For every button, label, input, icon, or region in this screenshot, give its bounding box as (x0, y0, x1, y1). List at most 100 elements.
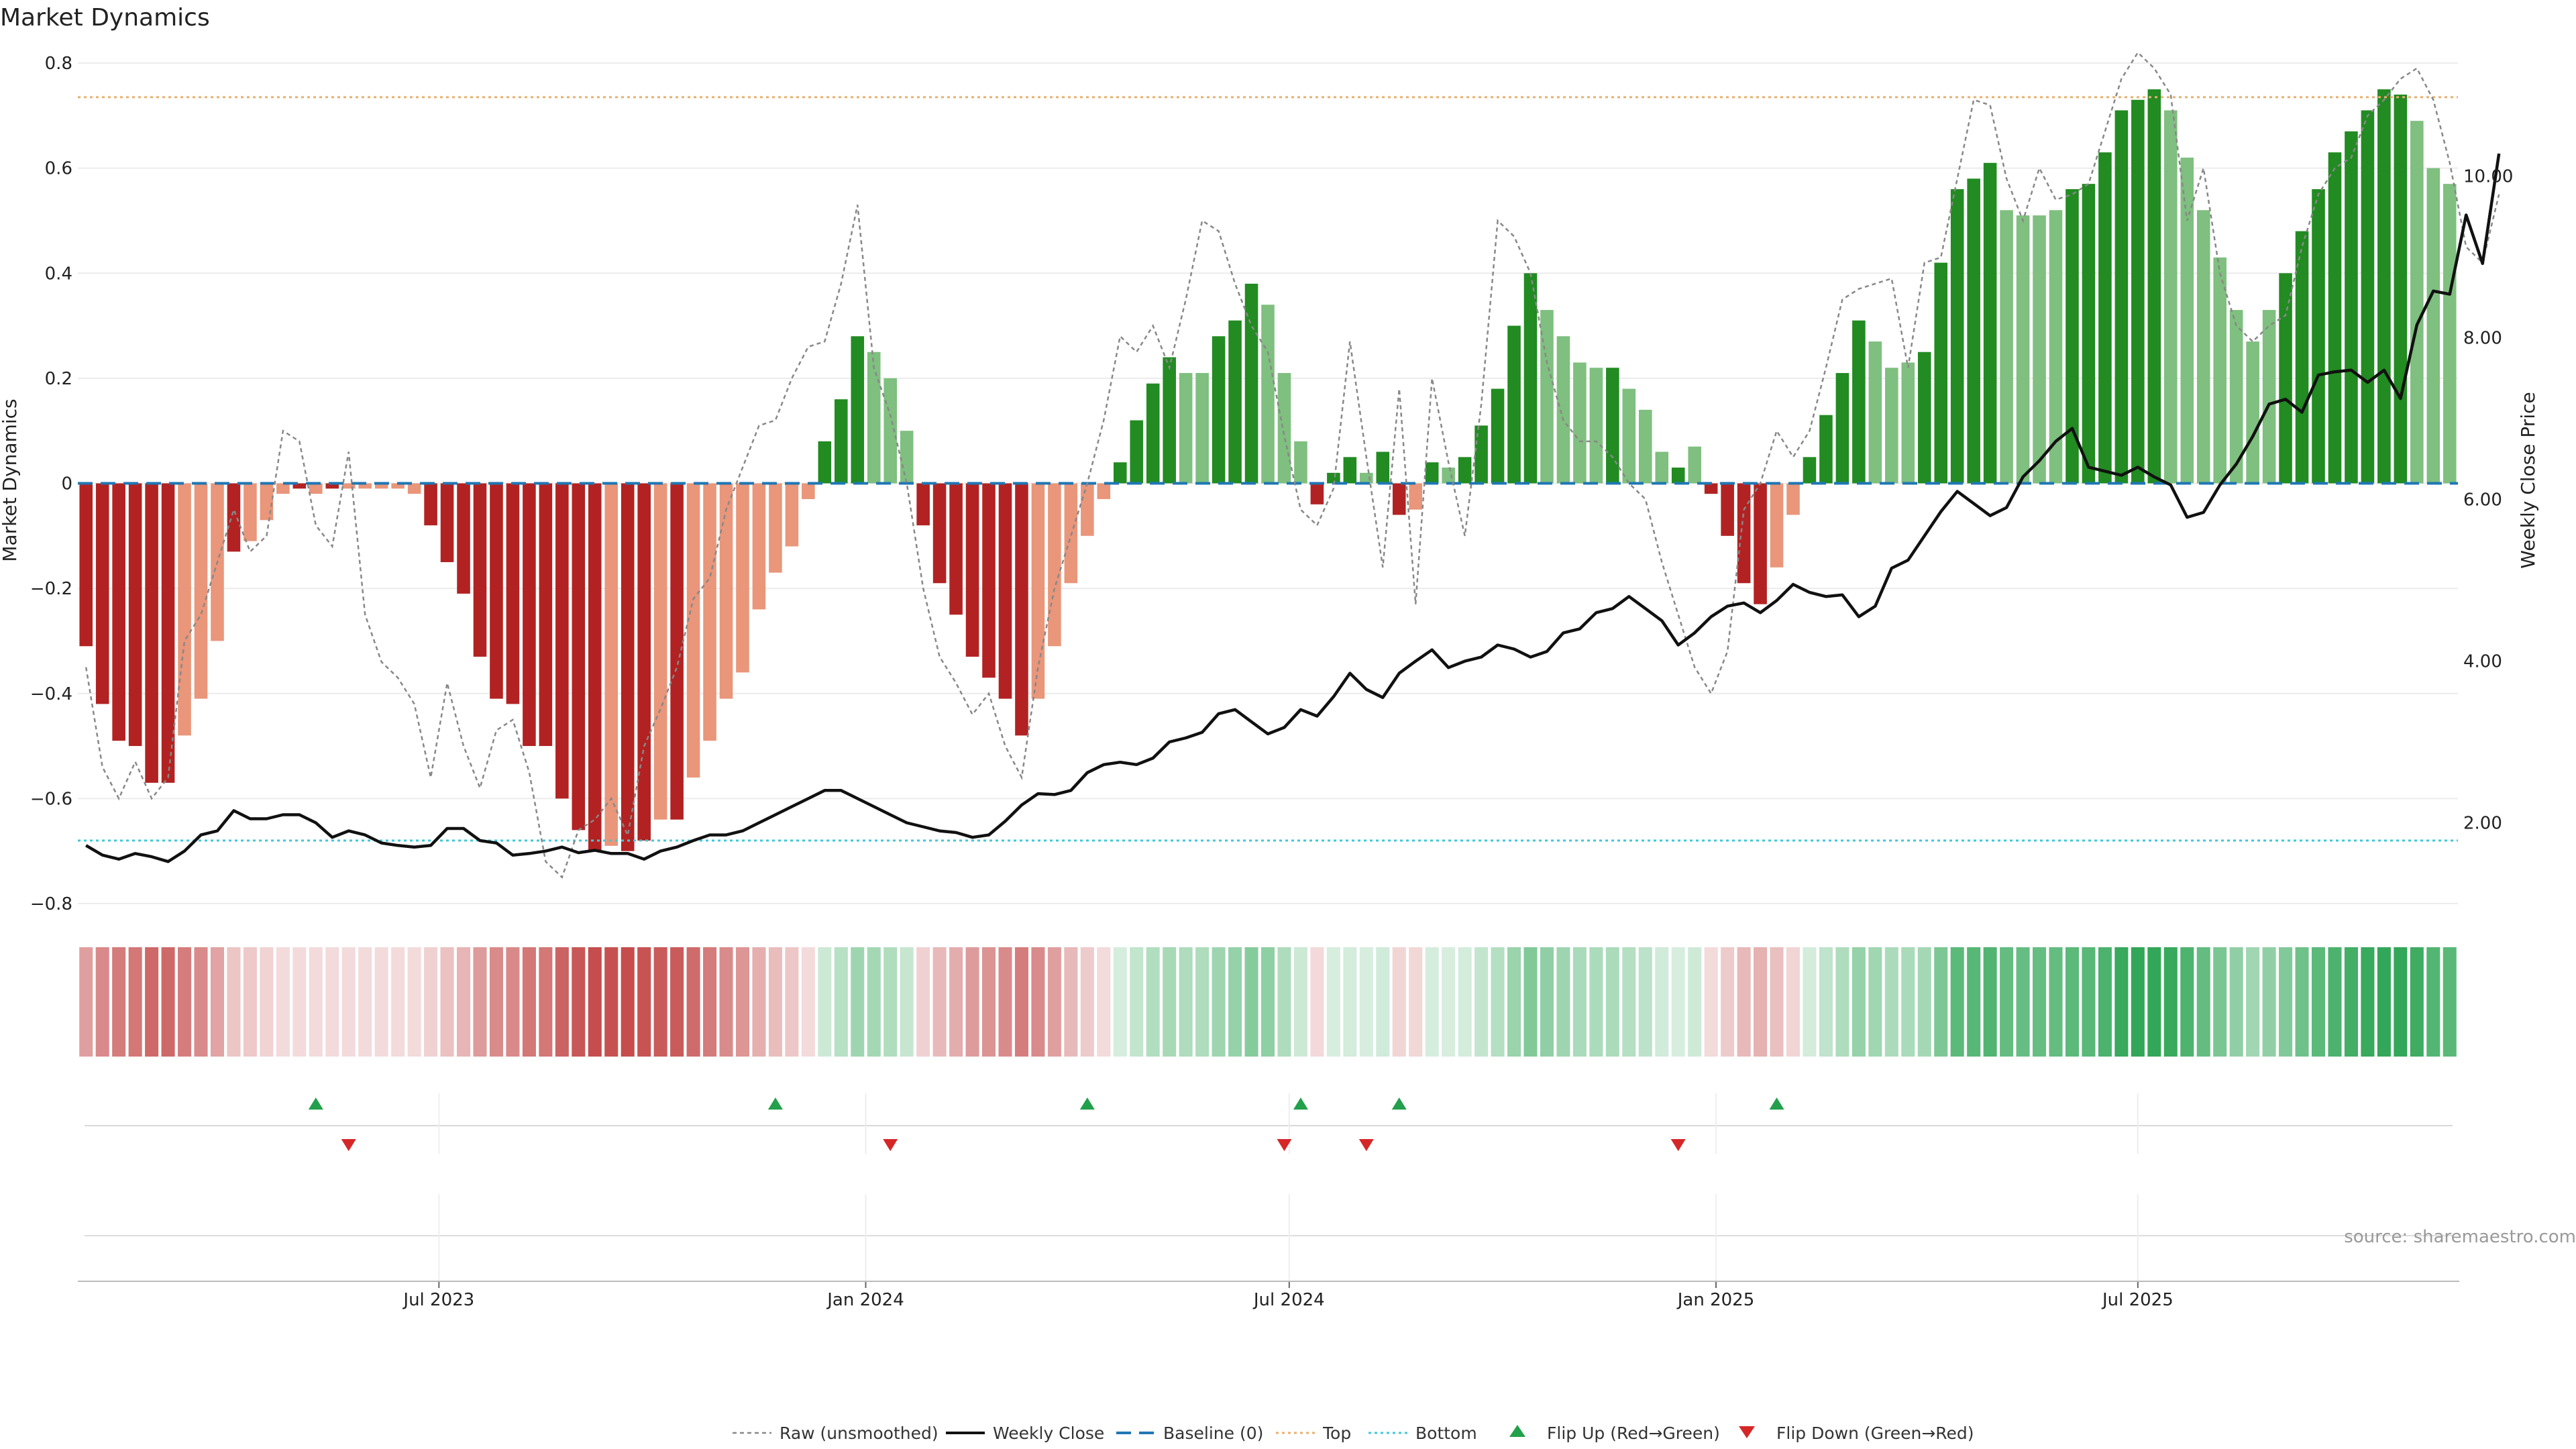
time-axis: Jul 2023 Jan 2024 Jul 2024 Jan 2025 Jul 2025 (78, 1194, 2459, 1310)
flip-down-marker (1670, 1139, 1686, 1151)
dynamics-bar (1195, 373, 1209, 484)
dynamics-bar (424, 483, 437, 526)
heat-cell (1688, 947, 1702, 1057)
raw-unsmoothed-line (85, 51, 2500, 879)
dynamics-bar (1113, 462, 1127, 484)
heat-cell (1704, 947, 1718, 1057)
dynamics-bar (1163, 357, 1176, 484)
heat-cell (1983, 947, 1997, 1057)
heat-cell (2000, 947, 2014, 1057)
heat-cell (735, 947, 750, 1057)
heat-cell (1721, 947, 1735, 1057)
chart-title: Market Dynamics (0, 4, 210, 32)
y-tick-label-left: 0.6 (45, 159, 72, 179)
legend-swatch-flip-up (1509, 1425, 1525, 1437)
heat-cell (489, 947, 503, 1057)
dynamics-bar (785, 483, 799, 547)
dynamics-bar (506, 483, 520, 704)
heat-cell (227, 947, 241, 1057)
heat-cell (1244, 947, 1258, 1057)
dynamics-bar (1507, 325, 1521, 484)
dynamics-bar (2000, 210, 2013, 484)
flip-up-marker (1391, 1097, 1407, 1110)
legend-label: Baseline (0) (1163, 1424, 1263, 1443)
heat-cell (2328, 947, 2342, 1057)
dynamics-bar (588, 483, 602, 851)
heat-cell (1163, 947, 1177, 1057)
source-note: source: sharemaestro.com (2344, 1227, 2576, 1247)
heat-cell (1425, 947, 1439, 1057)
heat-cell (1572, 947, 1587, 1057)
flip-markers-panel (85, 1093, 2453, 1154)
heat-cell (2361, 947, 2375, 1057)
flip-down-marker (341, 1139, 356, 1151)
dynamics-bar (2328, 152, 2342, 484)
heat-cell (1884, 947, 1898, 1057)
dynamics-bar (2147, 89, 2161, 484)
dynamics-bar (227, 483, 241, 552)
heat-cell (1260, 947, 1275, 1057)
legend: Raw (unsmoothed) Weekly Close Baseline (0)… (733, 1424, 1974, 1443)
heat-cell (2311, 947, 2326, 1057)
dynamics-bar (407, 483, 421, 494)
heat-cell (1146, 947, 1160, 1057)
heat-cell (2163, 947, 2178, 1057)
heat-cell (2295, 947, 2309, 1057)
dynamics-bar (949, 483, 963, 615)
heat-cell (539, 947, 553, 1057)
heat-cell (1786, 947, 1801, 1057)
heat-cell (1967, 947, 1981, 1057)
heat-cell (2082, 947, 2096, 1057)
dynamics-bar (932, 483, 947, 584)
legend-swatch-flip-down (1739, 1426, 1755, 1438)
dynamics-bar (637, 483, 651, 841)
heat-cell (851, 947, 865, 1057)
dynamics-bar (802, 483, 815, 499)
heat-cell (1228, 947, 1242, 1057)
heat-cell (128, 947, 142, 1057)
y-tick-label-right: 10.00 (2463, 167, 2513, 187)
heat-cell (1064, 947, 1078, 1057)
heat-cell (2098, 947, 2112, 1057)
dynamics-bar (1343, 457, 1357, 484)
heat-cell (686, 947, 700, 1057)
dynamics-bar (2114, 110, 2129, 484)
heat-cell (1950, 947, 1964, 1057)
heat-cell (1523, 947, 1538, 1057)
dynamics-bar (1967, 178, 1980, 484)
heat-cell (161, 947, 175, 1057)
dynamics-bar (1442, 468, 1455, 484)
heat-cell (194, 947, 208, 1057)
dynamics-bar (2279, 273, 2292, 484)
dynamics-bar (2410, 121, 2424, 484)
heat-cell (1819, 947, 1833, 1057)
dynamics-bar (2049, 210, 2063, 484)
dynamics-bar (1179, 373, 1193, 484)
heat-cell (1080, 947, 1094, 1057)
x-tick-label: Jul 2023 (402, 1290, 474, 1310)
dynamics-bar (1392, 483, 1406, 515)
dynamics-bar (1770, 483, 1784, 568)
y-tick-label-left: −0.8 (30, 894, 72, 914)
dynamics-bar (1458, 457, 1472, 484)
heat-cell (752, 947, 766, 1057)
heat-cell (1622, 947, 1636, 1057)
heat-cell (653, 947, 667, 1057)
dynamics-bar (374, 483, 388, 489)
flip-up-marker (1293, 1097, 1308, 1110)
heat-cell (2180, 947, 2194, 1057)
dynamics-bar (1638, 409, 1652, 484)
dynamics-bar (1852, 320, 1866, 484)
y-tick-label-right: 2.00 (2463, 814, 2502, 834)
y-tick-label-left: −0.2 (30, 579, 72, 599)
dynamics-bar (1294, 441, 1307, 484)
dynamics-bar (2016, 215, 2030, 484)
heat-cell (2049, 947, 2063, 1057)
weekly-close-line (85, 153, 2501, 863)
heat-cell (2213, 947, 2227, 1057)
dynamics-bar (112, 483, 125, 741)
heat-cell (456, 947, 471, 1057)
y-axis-label-right: Weekly Close Price (2517, 392, 2539, 568)
y-tick-label-left: 0.8 (45, 54, 72, 74)
heat-cell (1293, 947, 1307, 1057)
